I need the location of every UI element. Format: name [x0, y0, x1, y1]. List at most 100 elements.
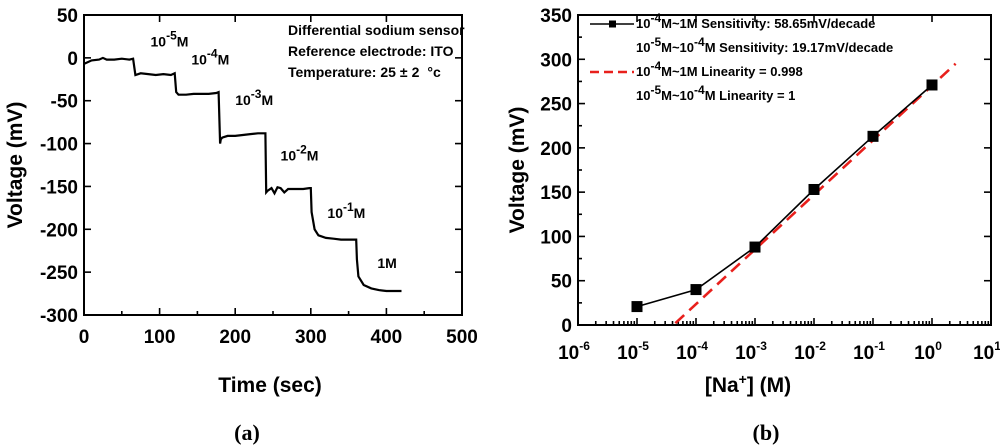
chart-a-series-line [83, 56, 402, 293]
b-x-tick-label: 10-6 [558, 339, 590, 364]
legend-entry-2: 10-4M~1M Linearity = 0.998 [636, 59, 803, 79]
legend-text: M~1M Linearity = 0.998 [661, 64, 803, 79]
b-x-tick-label: 10-1 [853, 339, 885, 364]
step-unit: M [385, 255, 397, 271]
b-x-tick-label: 100 [914, 339, 942, 364]
a-y-tick-label: -300 [40, 306, 78, 327]
chart-a: 500-50-100-150-200-250-300 0 100 200 300 400… [4, 6, 478, 445]
chart-a-y-ticks: 50 0 -50 -100 -150 -200 -250 -300 [40, 6, 462, 327]
step-label-2: 10-3M [235, 87, 273, 108]
a-x-tick-label: 300 [295, 327, 327, 348]
temperature-unit: °c [427, 64, 441, 80]
tick-base: 10 [735, 343, 756, 364]
tick-base: 10 [617, 343, 638, 364]
tick-exponent: 1 [994, 339, 1000, 353]
tick-exponent: -6 [579, 339, 590, 353]
a-y-tick-label: 50 [57, 6, 78, 27]
step-base: 10 [281, 148, 297, 164]
chart-a-info-line-2: Reference electrode: ITO [288, 43, 454, 59]
a-y-tick-label: -250 [40, 263, 78, 284]
legend-exponent: -4 [650, 11, 661, 25]
step-label-3: 10-2M [281, 143, 319, 164]
a-y-tick-label: -200 [40, 220, 78, 241]
a-y-tick-label: 0 [67, 49, 78, 70]
temperature-label: Temperature: 25 [288, 64, 396, 80]
chart-b-x-axis-title: [Na+] (M) [705, 371, 791, 397]
a-x-tick-label: 0 [79, 327, 90, 348]
b-x-tick-label: 10-5 [617, 339, 649, 364]
tick-base: 10 [558, 343, 579, 364]
tick-base: 10 [973, 343, 994, 364]
tick-exponent: -1 [874, 339, 885, 353]
step-exponent: -3 [251, 87, 262, 101]
legend-text-tail: M Sensitivity: 19.17mV/decade [705, 40, 894, 55]
legend-exponent-2: -4 [694, 35, 705, 49]
legend-text: M~10 [661, 88, 694, 103]
tick-exponent: -2 [815, 339, 826, 353]
temperature-value: 2 [412, 64, 420, 80]
x-title-part-1: [Na [705, 374, 739, 397]
step-exponent: -4 [207, 47, 218, 61]
data-point [690, 284, 702, 296]
legend-entry-3: 10-5M~10-4M Linearity = 1 [636, 83, 795, 103]
b-y-tick-label: 50 [551, 272, 572, 293]
a-y-tick-label: -50 [51, 92, 78, 113]
legend-text-tail: M Linearity = 1 [705, 88, 796, 103]
b-x-tick-label: 10-3 [735, 339, 767, 364]
b-x-tick-label: 10-4 [676, 339, 708, 364]
legend-exponent: -4 [650, 59, 661, 73]
b-y-tick-label: 250 [540, 95, 572, 116]
a-x-tick-label: 200 [219, 327, 251, 348]
a-x-tick-label: 100 [144, 327, 176, 348]
x-title-part-2: ] (M) [747, 374, 791, 397]
legend-exponent-2: -4 [694, 83, 705, 97]
b-y-tick-label: 200 [540, 139, 572, 160]
chart-b-x-ticks: 10-6 10-5 10-4 10-3 10-2 10-1 100 101 [558, 15, 1000, 364]
b-x-tick-label: 101 [973, 339, 1000, 364]
step-label-0: 10-5M [151, 29, 189, 50]
data-point [867, 130, 879, 142]
a-y-tick-label: -150 [40, 177, 78, 198]
step-base: 10 [191, 52, 207, 68]
b-y-tick-label: 300 [540, 50, 572, 71]
temperature-pm: ± [400, 64, 408, 80]
data-point [749, 241, 761, 253]
data-point [808, 183, 820, 195]
b-y-tick-label: 150 [540, 183, 572, 204]
b-x-tick-label: 10-2 [794, 339, 826, 364]
step-exponent: -1 [343, 200, 354, 214]
step-exponent: -2 [296, 143, 307, 157]
tick-base: 10 [794, 343, 815, 364]
step-base: 10 [235, 92, 251, 108]
chart-b-y-ticks: 0 50 100 150 200 250 300 350 [540, 6, 991, 337]
legend-base: 10 [636, 64, 650, 79]
step-label-1: 10-4M [191, 47, 229, 68]
tick-exponent: -4 [697, 339, 708, 353]
chart-a-y-axis-title: Voltage (mV) [4, 102, 27, 229]
chart-a-x-axis-title: Time (sec) [218, 374, 322, 397]
chart-a-info-line-1: Differential sodium sensor [288, 22, 465, 38]
b-y-tick-label: 0 [561, 316, 572, 337]
legend-base: 10 [636, 88, 650, 103]
legend-base: 10 [636, 40, 650, 55]
step-unit: M [261, 92, 273, 108]
x-title-sup: + [739, 371, 747, 387]
a-x-tick-label: 400 [371, 327, 403, 348]
step-label-4: 10-1M [327, 200, 365, 221]
a-x-tick-label: 500 [446, 327, 478, 348]
data-point [926, 79, 938, 91]
legend-entry-0: 10-4M~1M Sensitivity: 58.65mV/decade [636, 11, 875, 31]
step-unit: M [307, 148, 319, 164]
legend-series-marker [609, 20, 616, 28]
tick-base: 10 [676, 343, 697, 364]
tick-exponent: 0 [935, 339, 942, 353]
step-base: 10 [151, 34, 167, 50]
data-point [631, 301, 643, 313]
tick-base: 10 [853, 343, 874, 364]
tick-exponent: -3 [756, 339, 767, 353]
legend-exponent: -5 [650, 83, 661, 97]
tick-base: 10 [914, 343, 935, 364]
